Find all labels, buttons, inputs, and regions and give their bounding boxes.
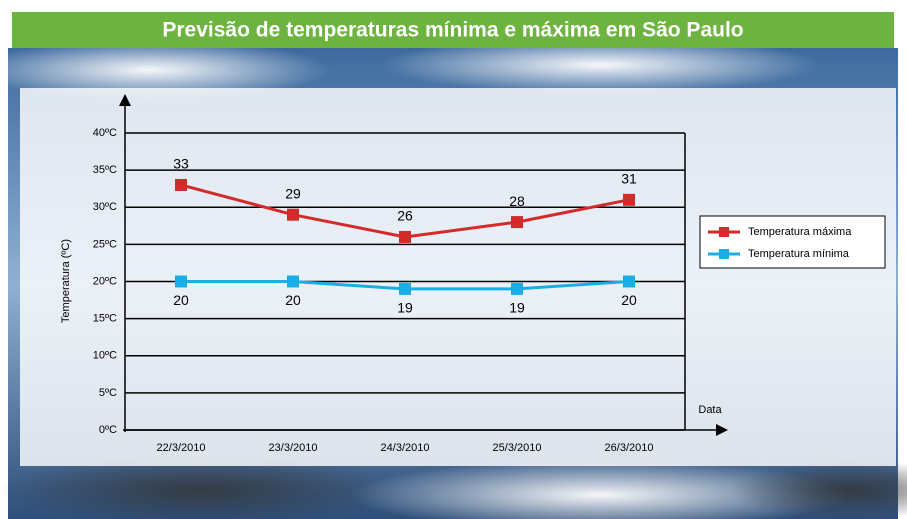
data-label: 29: [285, 185, 301, 201]
x-tick-label: 24/3/2010: [381, 442, 430, 454]
marker: [511, 216, 523, 228]
data-label: 19: [509, 300, 525, 316]
legend: [700, 216, 885, 268]
data-label: 33: [173, 156, 189, 172]
x-tick-label: 22/3/2010: [157, 442, 206, 454]
x-tick-label: 25/3/2010: [493, 442, 542, 454]
y-tick-label: 10ºC: [93, 350, 117, 362]
data-label: 20: [173, 292, 189, 308]
y-tick-label: 20ºC: [93, 275, 117, 287]
marker: [399, 231, 411, 243]
y-tick-label: 40ºC: [93, 127, 117, 139]
data-label: 31: [621, 171, 637, 187]
marker: [623, 194, 635, 206]
marker: [623, 276, 635, 288]
data-label: 19: [397, 300, 413, 316]
y-tick-label: 5ºC: [99, 387, 117, 399]
y-tick-label: 0ºC: [99, 424, 117, 436]
x-tick-label: 26/3/2010: [605, 442, 654, 454]
legend-marker: [719, 249, 729, 259]
y-tick-label: 15ºC: [93, 313, 117, 325]
data-label: 26: [397, 208, 413, 224]
data-label: 20: [621, 292, 637, 308]
y-tick-label: 35ºC: [93, 164, 117, 176]
marker: [287, 209, 299, 221]
x-axis-title: Data: [698, 404, 722, 416]
x-tick-label: 23/3/2010: [269, 442, 318, 454]
marker: [399, 283, 411, 295]
y-axis-title: Temperatura (ºC): [60, 239, 72, 323]
legend-label: Temperatura máxima: [748, 226, 852, 238]
y-tick-label: 30ºC: [93, 201, 117, 213]
chart: Previsão de temperaturas mínima e máxima…: [0, 0, 907, 519]
chart-panel: [20, 88, 896, 466]
data-label: 20: [285, 292, 301, 308]
legend-marker: [719, 227, 729, 237]
legend-label: Temperatura mínima: [748, 248, 850, 260]
data-label: 28: [509, 193, 525, 209]
y-tick-label: 25ºC: [93, 238, 117, 250]
marker: [175, 179, 187, 191]
marker: [287, 276, 299, 288]
chart-title: Previsão de temperaturas mínima e máxima…: [162, 19, 743, 42]
marker: [511, 283, 523, 295]
marker: [175, 276, 187, 288]
